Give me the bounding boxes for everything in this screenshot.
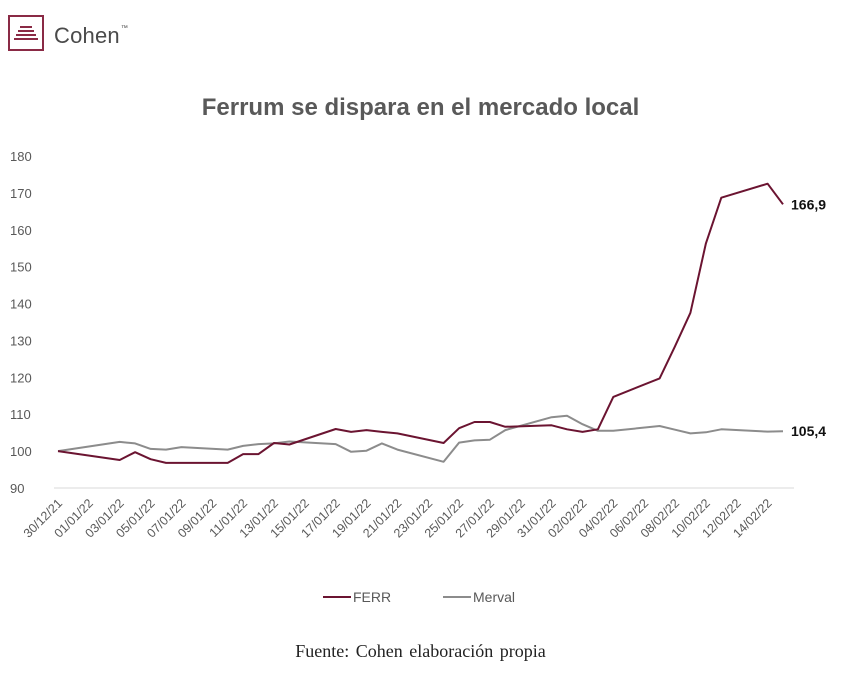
legend-label-ferr: FERR — [353, 589, 391, 605]
y-tick-label: 170 — [10, 186, 32, 201]
y-tick-label: 90 — [10, 481, 24, 496]
y-tick-label: 110 — [10, 407, 31, 422]
brand-trademark: ™ — [120, 24, 129, 32]
end-label-merval: 105,4 — [791, 423, 826, 439]
y-tick-label: 180 — [10, 149, 32, 164]
series-line-ferr — [57, 182, 784, 464]
y-tick-label: 120 — [10, 370, 32, 385]
legend-label-merval: Merval — [473, 589, 515, 605]
legend: FERR Merval — [323, 589, 515, 605]
chart-title: Ferrum se dispara en el mercado local — [201, 94, 640, 121]
cohen-logo-icon — [8, 15, 44, 56]
y-tick-label: 130 — [10, 333, 32, 348]
y-tick-label: 140 — [10, 297, 32, 312]
line-chart: 180 170 160 150 140 130 120 110 100 90 30/12/2101… — [10, 149, 826, 605]
y-tick-label: 150 — [10, 260, 32, 275]
y-tick-label: 160 — [10, 223, 32, 238]
y-axis-ticks: 180 170 160 150 140 130 120 110 100 90 — [10, 149, 32, 496]
brand-header: Cohen™ — [8, 15, 128, 56]
series-lines — [57, 182, 784, 464]
end-labels: 166,9 105,4 — [791, 196, 826, 439]
end-label-ferr: 166,9 — [791, 196, 826, 212]
y-tick-label: 100 — [10, 444, 32, 459]
source-note: Fuente: Cohen elaboración propia — [295, 641, 546, 661]
series-line-merval — [57, 414, 784, 463]
x-axis-ticks: 30/12/2101/01/2203/01/2205/01/2207/01/22… — [21, 496, 775, 540]
brand-name: Cohen™ — [54, 22, 129, 48]
